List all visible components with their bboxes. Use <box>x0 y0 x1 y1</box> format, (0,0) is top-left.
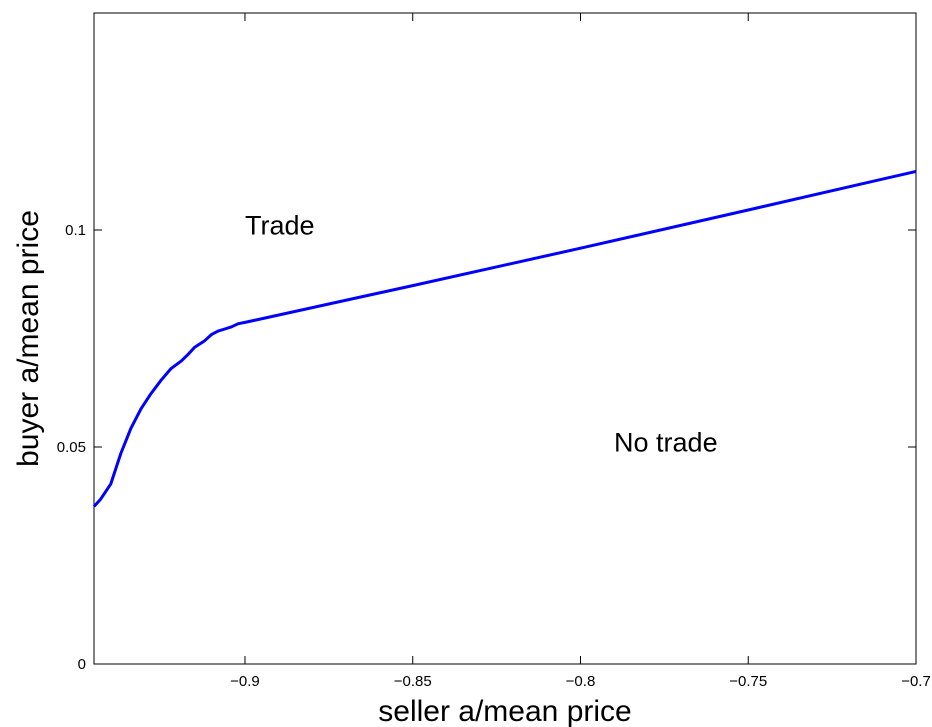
x-tick-label: −0.8 <box>566 673 596 690</box>
y-tick-label: 0 <box>78 656 86 673</box>
x-tick-label: −0.7 <box>901 673 931 690</box>
tick-labels: −0.9 −0.85 −0.8 −0.75 −0.7 0 0.05 0.1 <box>57 222 931 690</box>
y-tick-label: 0.1 <box>65 222 86 239</box>
y-axis-label: buyer a/mean price <box>12 210 45 467</box>
plot-area <box>93 12 917 665</box>
ticks <box>94 13 917 665</box>
annotation-trade: Trade <box>245 210 315 240</box>
y-tick-label: 0.05 <box>57 439 86 456</box>
annotation-no-trade: No trade <box>614 427 718 457</box>
x-tick-label: −0.9 <box>230 673 260 690</box>
series-line <box>92 169 917 508</box>
x-tick-label: −0.75 <box>729 673 767 690</box>
x-tick-label: −0.85 <box>394 673 432 690</box>
x-axis-label: seller a/mean price <box>378 695 631 727</box>
